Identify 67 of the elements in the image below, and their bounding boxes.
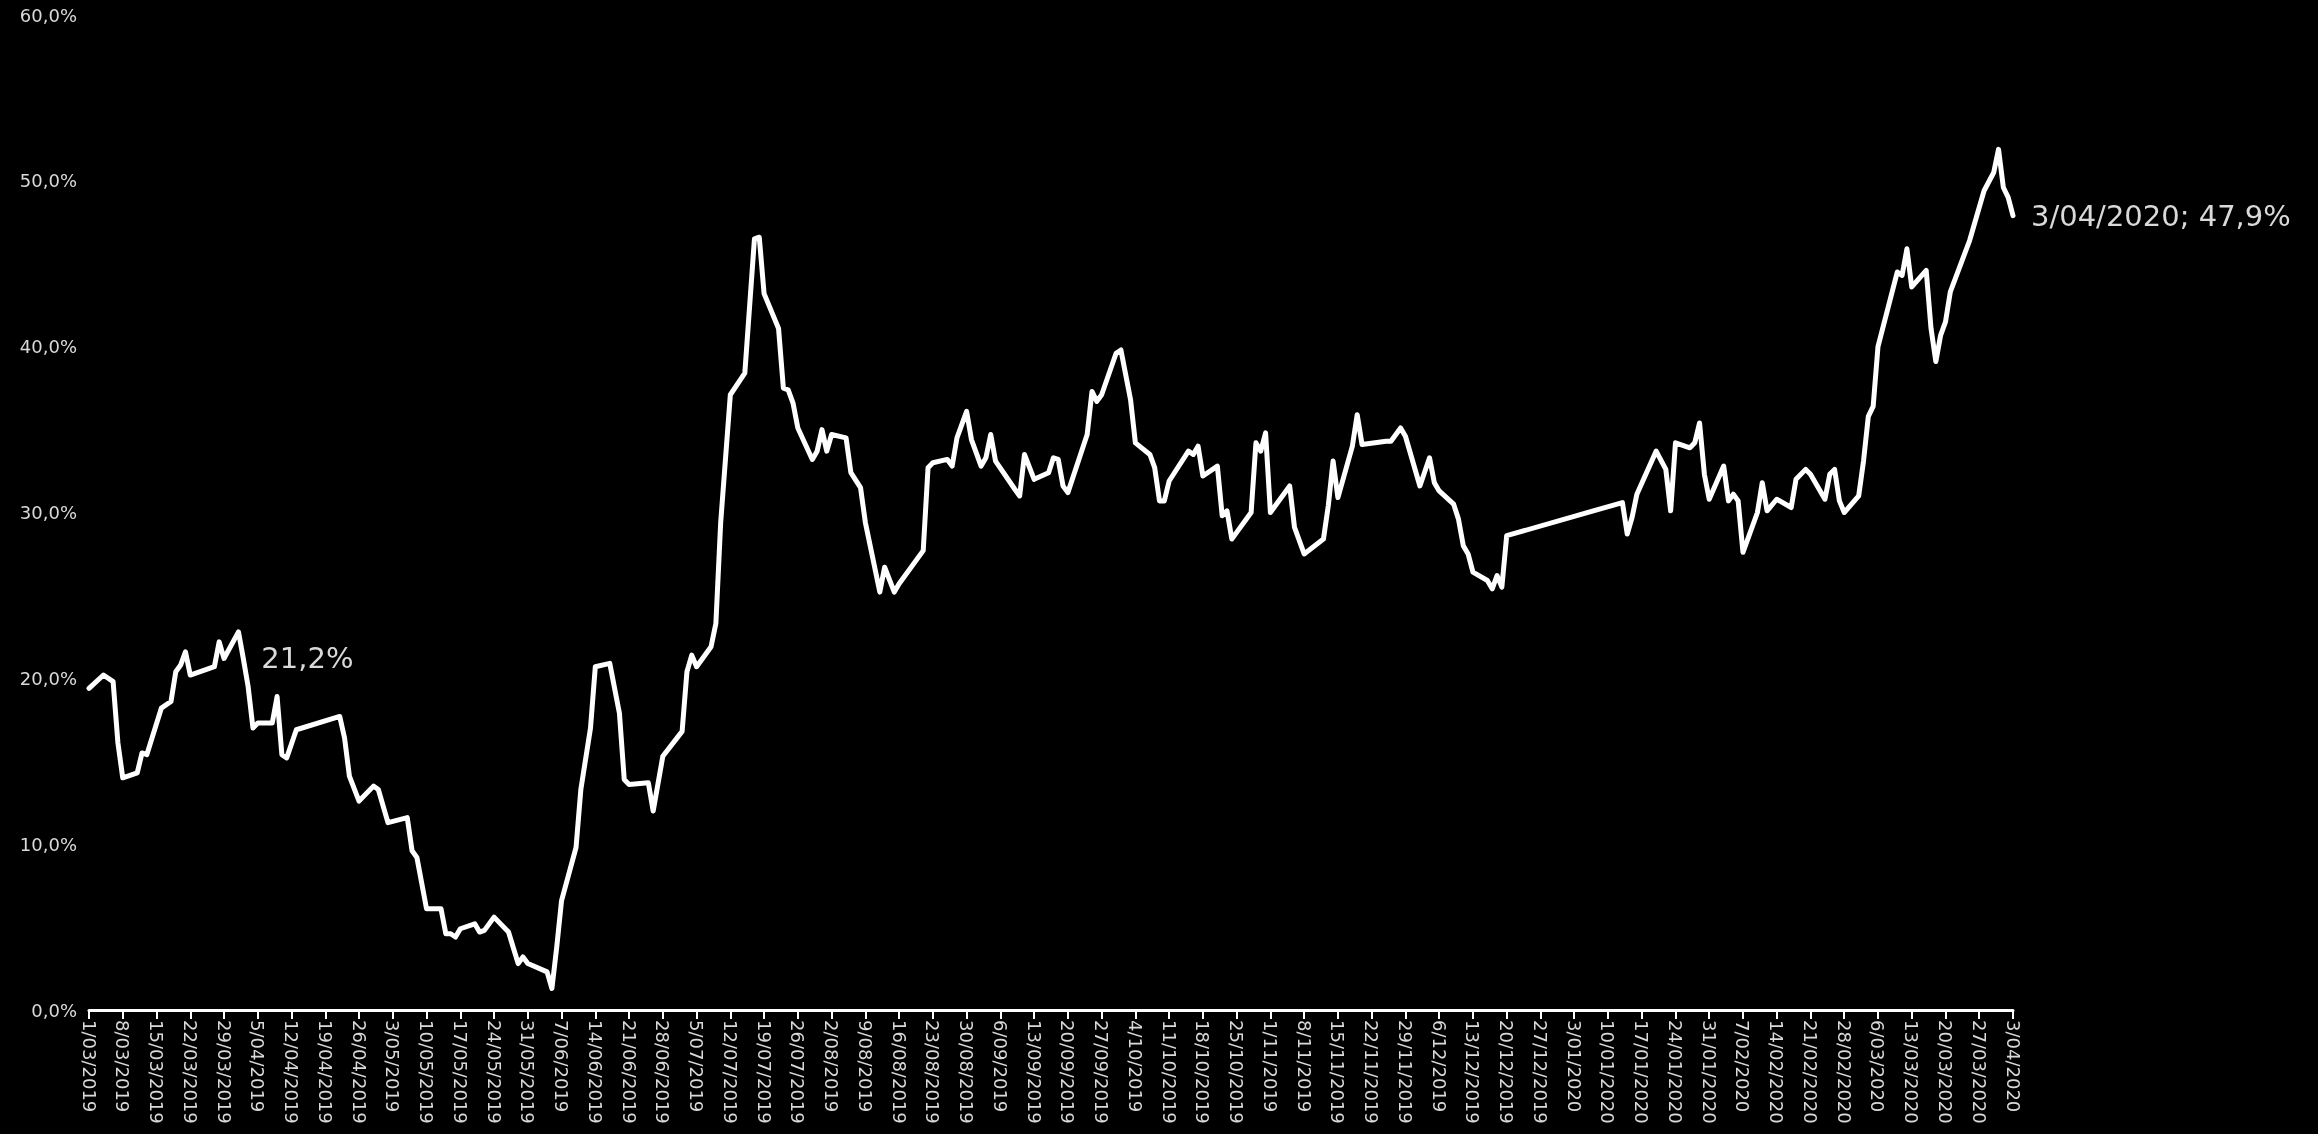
y-tick-label: 0,0%: [31, 999, 77, 1021]
x-tick-label: 19/04/2019: [314, 1020, 336, 1124]
x-tick-label: 19/07/2019: [753, 1020, 775, 1124]
x-tick-label: 31/05/2019: [517, 1020, 539, 1124]
x-tick-label: 13/03/2020: [1901, 1020, 1923, 1124]
x-tick-label: 27/09/2019: [1091, 1020, 1113, 1124]
x-tick-label: 22/11/2019: [1361, 1020, 1383, 1124]
x-tick-label: 10/01/2020: [1597, 1020, 1619, 1124]
x-tick-label: 8/03/2019: [112, 1020, 134, 1113]
x-tick-label: 3/01/2020: [1563, 1020, 1585, 1113]
x-tick-label: 2/08/2019: [821, 1020, 843, 1113]
x-tick-label: 10/05/2019: [416, 1020, 438, 1124]
x-tick-label: 26/04/2019: [348, 1020, 370, 1124]
y-tick-label: 10,0%: [19, 833, 77, 855]
x-tick-label: 5/07/2019: [686, 1020, 708, 1113]
x-tick-label: 23/08/2019: [922, 1020, 944, 1124]
x-tick-label: 28/02/2020: [1833, 1020, 1855, 1124]
x-tick-label: 1/11/2019: [1259, 1020, 1281, 1113]
x-tick-label: 17/05/2019: [449, 1020, 471, 1124]
x-tick-label: 15/11/2019: [1327, 1020, 1349, 1124]
y-tick-label: 30,0%: [19, 502, 77, 523]
x-tick-label: 27/03/2020: [1968, 1020, 1990, 1124]
x-tick-label: 6/12/2019: [1428, 1020, 1450, 1113]
x-tick-label: 26/07/2019: [787, 1020, 809, 1124]
x-tick-label: 12/04/2019: [281, 1020, 303, 1124]
x-tick-label: 12/07/2019: [719, 1020, 741, 1124]
x-tick-label: 11/10/2019: [1158, 1020, 1180, 1124]
x-tick-label: 21/02/2020: [1799, 1020, 1821, 1124]
x-tick-label: 13/12/2019: [1462, 1020, 1484, 1124]
x-tick-label: 20/12/2019: [1496, 1020, 1518, 1124]
x-tick-label: 6/03/2020: [1867, 1020, 1889, 1113]
annotation: 3/04/2020; 47,9%: [2031, 198, 2291, 233]
x-tick-label: 17/01/2020: [1631, 1020, 1653, 1124]
x-tick-label: 3/04/2020: [2002, 1020, 2024, 1113]
annotation: 21,2%: [261, 641, 354, 676]
y-tick-label: 40,0%: [19, 336, 77, 358]
x-tick-label: 18/10/2019: [1192, 1020, 1214, 1124]
x-tick-label: 29/03/2019: [213, 1020, 235, 1124]
x-tick-label: 4/10/2019: [1124, 1020, 1146, 1113]
x-tick-label: 28/06/2019: [652, 1020, 674, 1124]
x-tick-label: 25/10/2019: [1226, 1020, 1248, 1124]
x-tick-label: 8/11/2019: [1293, 1020, 1315, 1113]
y-tick-label: 60,0%: [19, 4, 77, 26]
x-tick-label: 20/03/2020: [1934, 1020, 1956, 1124]
x-tick-label: 16/08/2019: [888, 1020, 910, 1124]
x-tick-label: 21/06/2019: [618, 1020, 640, 1124]
x-tick-label: 24/01/2020: [1664, 1020, 1686, 1124]
x-tick-label: 22/03/2019: [179, 1020, 201, 1124]
x-tick-label: 24/05/2019: [483, 1020, 505, 1124]
x-tick-label: 5/04/2019: [247, 1020, 269, 1113]
x-tick-label: 27/12/2019: [1529, 1020, 1551, 1124]
x-tick-label: 9/08/2019: [854, 1020, 876, 1113]
x-tick-label: 30/08/2019: [956, 1020, 978, 1124]
y-tick-label: 50,0%: [19, 170, 77, 192]
x-tick-label: 7/02/2020: [1732, 1020, 1754, 1113]
x-tick-label: 14/02/2020: [1766, 1020, 1788, 1124]
x-tick-label: 1/03/2019: [78, 1020, 100, 1113]
x-tick-label: 15/03/2019: [146, 1020, 168, 1124]
y-tick-label: 20,0%: [19, 667, 77, 689]
x-tick-label: 3/05/2019: [382, 1020, 404, 1113]
x-tick-label: 14/06/2019: [584, 1020, 606, 1124]
x-tick-label: 7/06/2019: [551, 1020, 573, 1113]
x-tick-label: 31/01/2020: [1698, 1020, 1720, 1124]
x-tick-label: 20/09/2019: [1057, 1020, 1079, 1124]
x-tick-label: 6/09/2019: [989, 1020, 1011, 1113]
x-tick-label: 29/11/2019: [1394, 1020, 1416, 1124]
x-tick-label: 13/09/2019: [1023, 1020, 1045, 1124]
